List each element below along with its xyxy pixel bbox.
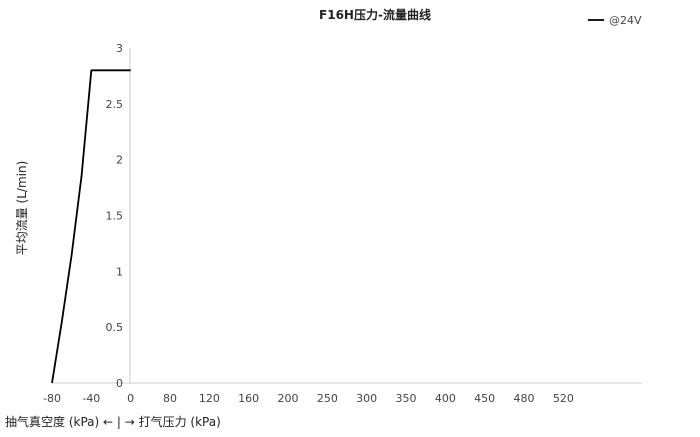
series-line-1 <box>51 69 131 384</box>
x-tick-label: 520 <box>553 392 574 405</box>
y-tick-labels: 0 0.5 1 1.5 2 2.5 3 <box>106 42 124 390</box>
x-tick-label: 300 <box>356 392 377 405</box>
x-tick-label: 480 <box>514 392 535 405</box>
y-tick-label: 1 <box>116 265 123 278</box>
x-tick-label: 200 <box>278 392 299 405</box>
x-tick-label: 400 <box>435 392 456 405</box>
x-tick-label: -40 <box>82 392 100 405</box>
series-lines <box>51 69 131 384</box>
x-tick-label: 0 <box>127 392 134 405</box>
y-tick-label: 0.5 <box>106 321 124 334</box>
x-tick-labels: -80 -40 0 80 120 160 200 250 300 350 400 450 480 520 <box>43 392 574 405</box>
y-axis-label: 平均流量 (L/min) <box>15 161 29 256</box>
y-tick-label: 1.5 <box>106 210 124 223</box>
x-tick-label: 80 <box>163 392 177 405</box>
x-tick-label: 350 <box>396 392 417 405</box>
legend-label: @24V <box>609 14 642 27</box>
x-axis-label: 抽气真空度 (kPa) ← | → 打气压力 (kPa) <box>5 414 221 429</box>
y-tick-label: 0 <box>116 377 123 390</box>
x-tick-label: 450 <box>474 392 495 405</box>
chart-title: F16H压力-流量曲线 <box>319 7 431 22</box>
x-tick-label: -80 <box>43 392 61 405</box>
y-tick-label: 3 <box>116 42 123 55</box>
x-tick-label: 160 <box>238 392 259 405</box>
y-tick-label: 2 <box>116 154 123 167</box>
x-tick-label: 250 <box>317 392 338 405</box>
y-tick-label: 2.5 <box>106 98 124 111</box>
x-tick-label: 120 <box>199 392 220 405</box>
legend: @24V <box>588 14 642 27</box>
